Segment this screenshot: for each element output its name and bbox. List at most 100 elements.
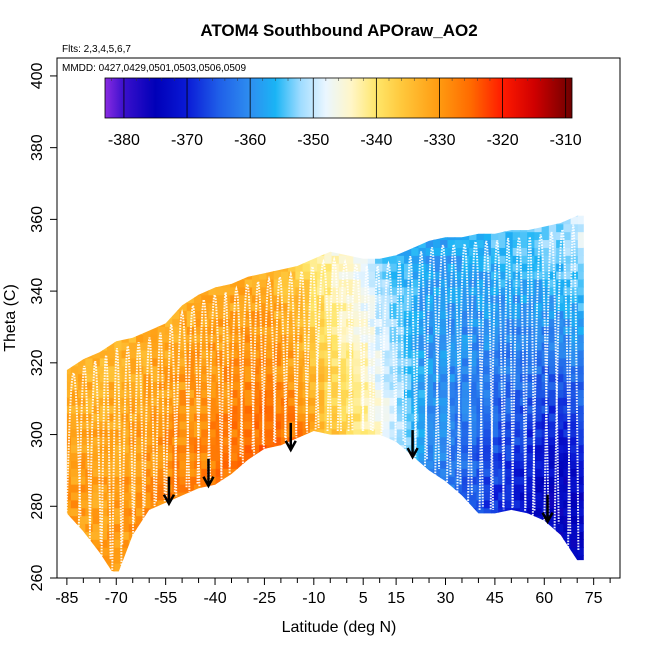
heatmap-cell: [396, 468, 405, 477]
heatmap-cell: [251, 452, 260, 461]
heatmap-cell: [404, 239, 412, 248]
heatmap-cell: [331, 476, 340, 485]
heatmap-cell: [66, 223, 72, 233]
heatmap-cell: [121, 555, 130, 564]
heatmap-cell: [556, 405, 564, 414]
heatmap-cell: [92, 491, 101, 501]
heatmap-cell: [179, 491, 188, 501]
heatmap-cell: [447, 397, 456, 406]
heatmap-cell: [527, 436, 535, 446]
heatmap-cell: [585, 247, 593, 255]
heatmap-cell: [324, 523, 333, 532]
heatmap-cell: [251, 547, 260, 556]
heatmap-cell: [382, 547, 391, 556]
heatmap-cell: [295, 499, 304, 509]
x-tick-label: 75: [585, 590, 603, 607]
heatmap-cell: [150, 223, 159, 233]
heatmap-cell: [222, 428, 231, 438]
heatmap-cell: [440, 247, 449, 256]
heatmap-cell: [498, 531, 507, 540]
heatmap-cell: [389, 444, 398, 454]
heatmap-cell: [157, 326, 166, 335]
heatmap-cell: [150, 310, 159, 319]
heatmap-cell: [563, 326, 572, 335]
heatmap-cell: [367, 239, 376, 248]
heatmap-cell: [244, 255, 253, 264]
heatmap-cell: [338, 215, 347, 225]
heatmap-cell: [461, 357, 470, 367]
heatmap-cell: [476, 302, 485, 312]
heatmap-cell: [577, 507, 584, 517]
heatmap-cell: [447, 405, 456, 414]
heatmap-cell: [172, 357, 181, 367]
heatmap-cell: [273, 468, 282, 477]
heatmap-cell: [280, 452, 289, 461]
heatmap-cell: [585, 397, 593, 405]
heatmap-cell: [534, 405, 543, 414]
heatmap-cell: [208, 562, 217, 572]
heatmap-cell: [317, 436, 325, 446]
heatmap-cell: [92, 484, 101, 493]
heatmap-cell: [382, 555, 391, 564]
heatmap-cell: [512, 468, 521, 477]
heatmap-cell: [143, 468, 152, 477]
heatmap-cell: [563, 334, 572, 343]
heatmap-cell: [440, 271, 449, 280]
heatmap-cell: [577, 239, 584, 248]
heatmap-cell: [498, 444, 507, 454]
heatmap-cell: [317, 452, 325, 461]
heatmap-cell: [577, 428, 584, 438]
heatmap-cell: [107, 547, 115, 556]
heatmap-cell: [164, 239, 173, 248]
heatmap-cell: [483, 215, 492, 225]
heatmap-cell: [309, 223, 318, 233]
heatmap-cell: [432, 515, 441, 525]
heatmap-cell: [244, 515, 253, 525]
heatmap-cell: [251, 460, 260, 469]
flight-trace: [404, 256, 417, 451]
heatmap-cell: [309, 231, 318, 241]
heatmap-cell: [454, 499, 463, 509]
heatmap-cell: [534, 444, 543, 454]
heatmap-cell: [519, 231, 528, 241]
heatmap-cell: [447, 428, 456, 438]
heatmap-cell: [66, 460, 72, 469]
heatmap-cell: [360, 523, 369, 532]
heatmap-cell: [121, 223, 130, 233]
heatmap-cell: [367, 444, 376, 454]
colorbar-tick-label: -330: [423, 132, 455, 149]
heatmap-cell: [70, 444, 79, 454]
heatmap-cell: [295, 484, 304, 493]
heatmap-cell: [251, 523, 260, 532]
heatmap-cell: [70, 452, 79, 461]
heatmap-cell: [527, 373, 535, 383]
heatmap-cell: [490, 444, 499, 454]
heatmap-cell: [346, 428, 354, 438]
heatmap-cell: [505, 491, 514, 501]
heatmap-cell: [295, 413, 304, 422]
heatmap-cell: [563, 428, 572, 438]
heatmap-cell: [92, 562, 101, 572]
heatmap-cell: [346, 420, 354, 430]
heatmap-cell: [570, 539, 579, 548]
heatmap-cell: [375, 460, 383, 469]
heatmap-cell: [121, 263, 130, 272]
heatmap-cell: [396, 547, 405, 556]
heatmap-cell: [367, 271, 376, 280]
heatmap-cell: [85, 263, 94, 272]
heatmap-cell: [201, 247, 210, 256]
heatmap-cell: [324, 318, 333, 327]
heatmap-cell: [266, 468, 275, 477]
heatmap-cell: [346, 547, 354, 556]
heatmap-cell: [570, 255, 579, 264]
heatmap-cell: [570, 507, 579, 517]
heatmap-cell: [432, 539, 441, 548]
heatmap-cell: [251, 381, 260, 390]
heatmap-cell: [375, 523, 383, 532]
heatmap-cell: [215, 460, 224, 469]
heatmap-cell: [201, 255, 210, 264]
heatmap-cell: [136, 247, 144, 256]
heatmap-cell: [237, 484, 246, 493]
heatmap-cell: [375, 231, 383, 241]
heatmap-cell: [338, 302, 347, 312]
